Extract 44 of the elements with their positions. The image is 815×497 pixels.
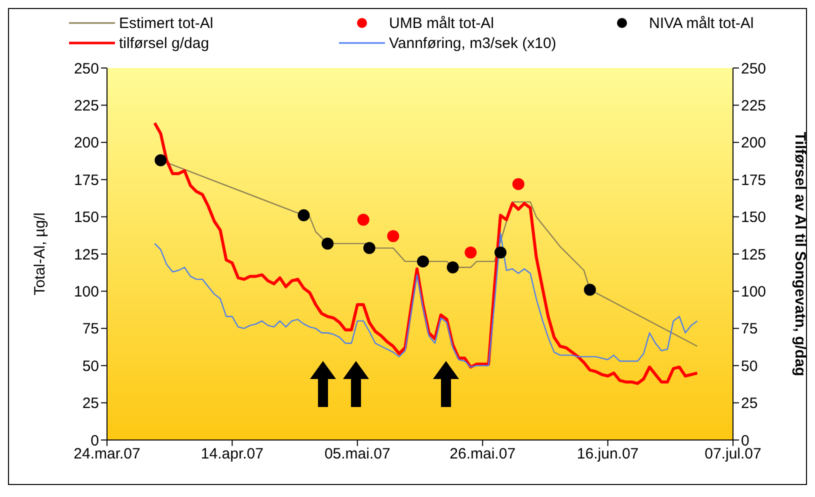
point bbox=[357, 214, 370, 226]
y-tick-label: 125 bbox=[74, 246, 99, 264]
point bbox=[512, 178, 524, 190]
x-tick-label: 14.apr.07 bbox=[200, 446, 264, 463]
x-tick-label: 05.mai.07 bbox=[324, 446, 390, 463]
y2-tick-label: 125 bbox=[741, 246, 766, 264]
y-tick-label: 175 bbox=[74, 172, 99, 189]
y2-tick-label: 175 bbox=[741, 172, 766, 189]
y-tick-label: 225 bbox=[74, 98, 99, 115]
y-tick-label: 75 bbox=[82, 320, 99, 338]
point bbox=[446, 261, 459, 274]
y-tick-label: 250 bbox=[74, 60, 99, 78]
y-tick-label: 200 bbox=[74, 134, 99, 152]
line-series bbox=[153, 122, 699, 385]
line-series bbox=[154, 232, 698, 368]
y2-tick-label: 200 bbox=[741, 134, 766, 152]
y2-tick-label: 225 bbox=[741, 98, 766, 115]
legend-label: Estimert tot-Al bbox=[119, 14, 214, 32]
legend-label: tilførsel g/dag bbox=[119, 34, 210, 52]
point bbox=[387, 230, 400, 242]
y-axis-title: Total-Al, µg/l bbox=[31, 212, 48, 296]
y2-tick-label: 250 bbox=[741, 60, 766, 78]
point bbox=[154, 154, 167, 166]
y2-tick-label: 150 bbox=[741, 209, 766, 226]
point bbox=[416, 255, 429, 268]
y2-tick-label: 100 bbox=[741, 284, 766, 301]
point bbox=[322, 238, 334, 250]
point bbox=[494, 246, 506, 259]
y-tick-label: 100 bbox=[74, 284, 99, 301]
y-tick-label: 25 bbox=[82, 395, 99, 412]
legend-label: UMB målt tot-Al bbox=[389, 14, 494, 32]
point bbox=[363, 242, 376, 254]
y-tick-label: 50 bbox=[82, 358, 99, 375]
x-tick-label: 26.mai.07 bbox=[450, 446, 516, 463]
point bbox=[584, 284, 596, 296]
y2-tick-label: 25 bbox=[741, 395, 758, 412]
point bbox=[464, 246, 477, 259]
y2-tick-label: 75 bbox=[741, 320, 758, 338]
legend-label: Vannføring, m3/sek (x10) bbox=[389, 34, 556, 52]
legend-label: NIVA målt tot-Al bbox=[649, 14, 754, 32]
y-tick-label: 150 bbox=[74, 209, 99, 226]
point bbox=[298, 209, 310, 222]
y2-tick-label: 50 bbox=[741, 358, 758, 375]
x-tick-label: 16.jun.07 bbox=[576, 446, 639, 463]
